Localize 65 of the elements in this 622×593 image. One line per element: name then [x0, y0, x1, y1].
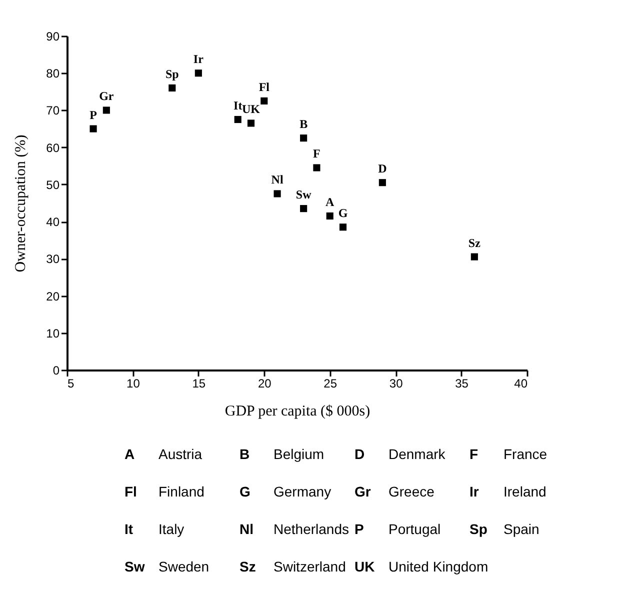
point — [168, 84, 176, 92]
annotation: Fl — [258, 80, 270, 94]
y-tick-label: 40 — [46, 215, 60, 230]
x-tick-label: 35 — [455, 376, 469, 390]
annotation: Nl — [271, 172, 284, 187]
y-tick-label: 10 — [46, 326, 60, 340]
text: Sw Sweden — [124, 558, 210, 574]
x-axis-title: GDP per capita ($ 000s) — [224, 404, 370, 420]
annotation: P — [90, 108, 97, 122]
point — [470, 253, 478, 260]
annotation: B — [300, 117, 308, 132]
y-tick-label: 60 — [46, 140, 60, 155]
x-tick-label: 15 — [192, 376, 206, 390]
annotation: Sz — [468, 236, 482, 250]
point — [326, 212, 334, 220]
text: Nl Netherlands — [240, 520, 349, 537]
point — [339, 224, 347, 231]
annotation: It — [234, 98, 242, 112]
text: Sz Switzerland — [240, 558, 346, 574]
y-tick-label: 30 — [46, 252, 60, 266]
text: Gr Greece — [354, 483, 434, 500]
text: UK United Kingdom — [354, 558, 488, 574]
point — [90, 125, 97, 132]
point — [234, 116, 242, 124]
y-tick-label: 70 — [46, 104, 60, 118]
x-tick-label: 20 — [258, 376, 272, 390]
annotation: Sw — [296, 188, 312, 202]
x-tick-label: 30 — [389, 376, 404, 390]
annotation: UK — [242, 102, 261, 116]
annotation: D — [378, 162, 388, 176]
y-axis-title: Owner-occupation (%) — [13, 134, 30, 272]
y-tick-label: 0 — [52, 364, 60, 378]
annotation: G — [338, 206, 348, 220]
text: D Denmark — [354, 446, 446, 462]
point — [378, 179, 386, 186]
text: Ir Ireland — [470, 483, 546, 500]
text: P Portugal — [354, 520, 441, 537]
y-tick-label: 80 — [46, 66, 60, 81]
point — [247, 120, 255, 127]
text: Sp Spain — [470, 520, 540, 537]
text: Fl Finland — [124, 483, 204, 500]
text: G Germany — [240, 483, 332, 500]
annotation: Gr — [99, 89, 114, 104]
point — [300, 205, 308, 212]
point — [274, 190, 281, 198]
point — [102, 106, 110, 114]
point — [313, 164, 320, 172]
annotation: Ir — [193, 52, 204, 66]
text: F France — [470, 446, 548, 462]
annotation: Sp — [165, 66, 180, 81]
point — [194, 70, 202, 77]
x-tick-label: 25 — [324, 376, 338, 390]
y-tick-label: 50 — [46, 178, 60, 192]
x-tick-label: 5 — [68, 376, 74, 390]
annotation: F — [313, 146, 320, 161]
point — [300, 134, 308, 142]
text: A Austria — [124, 446, 202, 462]
x-tick-label: 40 — [514, 376, 528, 390]
y-tick-label: 20 — [46, 289, 60, 304]
x-tick-label: 10 — [126, 376, 140, 390]
y-tick-label: 90 — [46, 30, 60, 44]
text: It Italy — [124, 520, 184, 537]
point — [260, 97, 268, 104]
annotation: A — [326, 194, 335, 209]
text: B Belgium — [240, 446, 324, 462]
